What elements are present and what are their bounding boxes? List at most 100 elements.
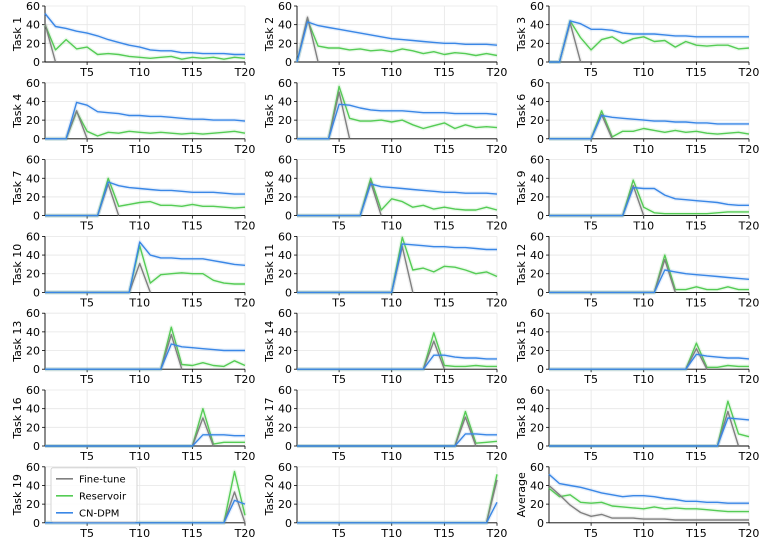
panel-task-16: 0 20 40 60 T5 T10 T15 T20 Task 16 <box>11 384 255 463</box>
panel-task-15: 0 20 40 60 T5 T10 T15 T20 Task 15 <box>515 307 759 386</box>
y-axis-label: Task 12 <box>515 244 528 286</box>
panel-task-20: 0 20 40 60 T5 T10 T15 T20 Task 20 <box>263 461 507 540</box>
y-tick-label: 20 <box>530 114 544 127</box>
y-tick-label: 0 <box>285 517 292 530</box>
x-tick-label: T10 <box>128 373 150 386</box>
panel-task-3: 0 20 40 60 T5 T10 T15 T20 Task 3 <box>515 0 759 79</box>
series-line-cn-dpm <box>549 353 750 370</box>
panel-task-9: 0 20 40 60 T5 T10 T15 T20 Task 9 <box>515 154 759 233</box>
series-line-reservoir <box>297 332 497 370</box>
y-tick-label: 60 <box>26 154 40 167</box>
y-axis-label: Task 1 <box>11 17 24 52</box>
x-tick-label: T10 <box>128 220 150 233</box>
y-tick-label: 20 <box>530 498 544 511</box>
panel-task-4: 0 20 40 60 T5 T10 T15 T20 Task 4 <box>11 77 255 156</box>
y-axis-label: Task 3 <box>515 17 528 52</box>
y-tick-label: 0 <box>285 363 292 376</box>
y-tick-label: 0 <box>285 133 292 146</box>
series-line-reservoir <box>548 487 749 513</box>
y-tick-label: 0 <box>33 440 40 453</box>
x-tick-label: T20 <box>738 220 760 233</box>
y-tick-label: 40 <box>26 95 40 108</box>
series-line-cn-dpm <box>45 241 246 294</box>
x-tick-label: T20 <box>234 296 256 309</box>
x-tick-label: T15 <box>685 450 707 463</box>
x-tick-label: T5 <box>331 527 346 540</box>
series-line-cn-dpm <box>45 434 245 447</box>
y-tick-label: 60 <box>278 77 292 90</box>
series-line-cn-dpm <box>45 499 246 524</box>
y-axis-label: Task 5 <box>263 94 276 129</box>
y-tick-label: 40 <box>26 19 40 32</box>
panel-task-18: 0 20 40 60 T5 T10 T15 T20 Task 18 <box>515 384 759 463</box>
y-axis-label: Task 16 <box>11 397 24 439</box>
x-tick-label: T15 <box>181 220 203 233</box>
x-tick-label: T15 <box>433 66 455 79</box>
series-line-fine-tune <box>297 479 498 524</box>
series-line-fine-tune <box>45 417 215 447</box>
x-tick-label: T10 <box>380 373 402 386</box>
x-tick-label: T20 <box>486 143 508 156</box>
x-tick-label: T15 <box>433 450 455 463</box>
series-line-reservoir <box>549 254 749 294</box>
series-line-cn-dpm <box>297 433 497 447</box>
y-tick-label: 40 <box>278 95 292 108</box>
x-tick-label: T20 <box>234 450 256 463</box>
y-tick-label: 20 <box>278 37 292 50</box>
x-tick-label: T15 <box>181 143 203 156</box>
series-band-cn-dpm <box>297 501 499 525</box>
series-line-cn-dpm <box>297 243 497 294</box>
series-line-cn-dpm <box>296 21 498 63</box>
x-tick-label: T15 <box>685 143 707 156</box>
y-tick-label: 40 <box>530 479 544 492</box>
y-tick-label: 20 <box>278 345 292 358</box>
x-tick-label: T10 <box>632 450 654 463</box>
series-line-fine-tune <box>44 23 57 63</box>
y-tick-label: 40 <box>278 19 292 32</box>
x-tick-label: T20 <box>738 296 760 309</box>
series-band-cn-dpm <box>297 431 497 448</box>
x-tick-label: T10 <box>128 296 150 309</box>
x-tick-label: T5 <box>79 373 94 386</box>
x-tick-label: T15 <box>433 373 455 386</box>
x-tick-label: T15 <box>433 220 455 233</box>
x-tick-label: T15 <box>181 450 203 463</box>
x-tick-label: T5 <box>79 220 94 233</box>
y-axis-label: Task 4 <box>11 94 24 129</box>
y-tick-label: 20 <box>530 191 544 204</box>
series-line-reservoir <box>45 326 246 370</box>
x-tick-label: T10 <box>128 143 150 156</box>
series-line-reservoir <box>549 179 749 217</box>
x-tick-label: T5 <box>79 296 94 309</box>
series-line-fine-tune <box>297 416 477 447</box>
series-line-reservoir <box>297 236 498 294</box>
x-tick-label: T10 <box>632 296 654 309</box>
y-tick-label: 0 <box>537 363 544 376</box>
series-band-cn-dpm <box>45 180 245 218</box>
x-tick-label: T20 <box>738 527 760 540</box>
y-tick-label: 40 <box>278 403 292 416</box>
y-tick-label: 60 <box>278 230 292 243</box>
x-tick-label: T20 <box>234 143 256 156</box>
series-line-reservoir <box>297 177 498 217</box>
panel-task-1: 0 20 40 60 T5 T10 T15 T20 Task 1 <box>11 0 255 79</box>
x-tick-label: T5 <box>583 66 598 79</box>
y-tick-label: 60 <box>26 384 40 397</box>
x-tick-label: T5 <box>79 143 94 156</box>
y-tick-label: 0 <box>33 286 40 299</box>
series-band-reservoir <box>297 473 499 525</box>
x-tick-label: T20 <box>486 450 508 463</box>
y-axis-label: Task 9 <box>515 170 528 205</box>
x-tick-label: T10 <box>380 296 402 309</box>
y-tick-label: 60 <box>278 307 292 320</box>
series-line-fine-tune <box>549 113 613 140</box>
y-axis-label: Task 2 <box>263 17 276 52</box>
y-tick-label: 0 <box>537 286 544 299</box>
x-tick-label: T5 <box>79 527 94 540</box>
y-tick-label: 60 <box>530 154 544 167</box>
panel-task-13: 0 20 40 60 T5 T10 T15 T20 Task 13 <box>11 307 255 386</box>
panel-task-2: 0 20 40 60 T5 T10 T15 T20 Task 2 <box>263 0 507 79</box>
y-tick-label: 20 <box>278 191 292 204</box>
y-tick-label: 60 <box>278 154 292 167</box>
